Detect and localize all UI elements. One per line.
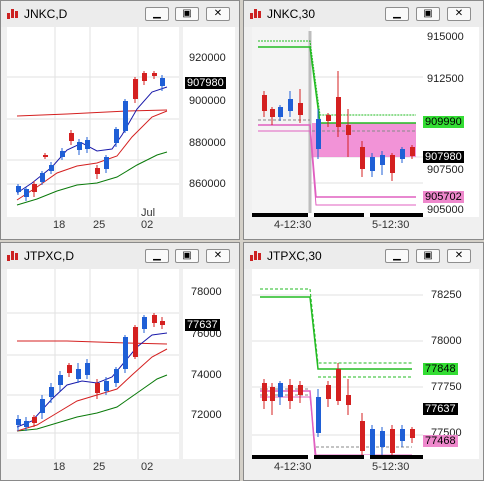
current-price-tag: 907980 (185, 77, 226, 89)
price-label: 880000 (189, 137, 226, 149)
x-axis-label: 25 (93, 461, 106, 473)
chart-app-icon (250, 9, 261, 19)
x-axis-label: 18 (53, 461, 66, 473)
price-label: 76000 (191, 328, 222, 340)
close-button[interactable]: ✕ (447, 7, 471, 21)
candles-svg (252, 288, 424, 459)
close-icon: ✕ (454, 8, 464, 19)
close-icon: ✕ (454, 250, 464, 261)
price-label: 78250 (431, 289, 462, 301)
candles-svg (7, 269, 179, 459)
price-axis: 78250 78000 77750 77500 77848 77637 7746… (423, 269, 479, 459)
price-label: 915000 (427, 31, 464, 43)
x-axis-label: 4-12:30 (274, 219, 312, 231)
minimize-button[interactable]: ▁ (385, 7, 409, 21)
restore-icon: ▣ (423, 250, 433, 261)
close-button[interactable]: ✕ (447, 249, 471, 263)
price-plot[interactable] (252, 27, 424, 217)
upper-level-tag: 77848 (423, 363, 458, 375)
x-axis-label: Jul (141, 207, 156, 219)
price-plot[interactable] (252, 269, 424, 459)
price-axis: 920000 900000 880000 860000 907980 (183, 27, 235, 217)
price-label: 72000 (191, 409, 222, 421)
minimize-icon: ▁ (393, 250, 401, 261)
price-label: 907500 (427, 164, 464, 176)
window-title: JNKC,D (24, 7, 68, 21)
price-label: 77750 (431, 381, 462, 393)
chart-app-icon (7, 9, 18, 19)
price-label: 920000 (189, 52, 226, 64)
chart-window-jtpxc-30[interactable]: JTPXC,30 ▁ ▣ ✕ (243, 242, 484, 481)
window-title: JNKC,30 (267, 7, 316, 21)
x-axis-label: 25 (93, 219, 106, 231)
chart-window-jtpxc-daily[interactable]: JTPXC,D ▁ ▣ ✕ (0, 242, 240, 481)
restore-button[interactable]: ▣ (416, 249, 440, 263)
chart-app-icon (250, 251, 261, 261)
current-price-tag: 77637 (185, 319, 220, 331)
lower-level-tag: 77468 (423, 435, 458, 447)
title-bar[interactable]: JTPXC,30 ▁ ▣ ✕ (244, 243, 483, 269)
window-title: JTPXC,D (24, 249, 75, 263)
price-plot[interactable] (7, 269, 179, 459)
price-label: 860000 (189, 178, 226, 190)
title-bar[interactable]: JNKC,30 ▁ ▣ ✕ (244, 1, 483, 27)
restore-icon: ▣ (182, 250, 192, 261)
restore-button[interactable]: ▣ (416, 7, 440, 21)
minimize-button[interactable]: ▁ (145, 7, 169, 21)
candles-svg (7, 27, 179, 217)
chart-app-icon (7, 251, 18, 261)
x-axis-label: 4-12:30 (274, 461, 312, 473)
x-axis-label: 18 (53, 219, 66, 231)
price-axis: 78000 76000 74000 72000 77637 (183, 269, 235, 459)
x-axis-label: 02 (141, 219, 154, 231)
price-axis: 915000 912500 907500 905000 909990 90798… (423, 27, 479, 217)
minimize-icon: ▁ (153, 250, 161, 261)
restore-button[interactable]: ▣ (175, 249, 199, 263)
price-label: 912500 (427, 73, 464, 85)
price-label: 74000 (191, 369, 222, 381)
window-title: JTPXC,30 (267, 249, 322, 263)
minimize-icon: ▁ (393, 8, 401, 19)
minimize-button[interactable]: ▁ (385, 249, 409, 263)
restore-icon: ▣ (182, 8, 192, 19)
restore-button[interactable]: ▣ (175, 7, 199, 21)
chart-window-jnkc-daily[interactable]: JNKC,D ▁ ▣ ✕ (0, 0, 240, 240)
price-label: 78000 (191, 286, 222, 298)
upper-level-tag: 909990 (423, 116, 464, 128)
price-label: 78000 (431, 335, 462, 347)
close-button[interactable]: ✕ (206, 7, 230, 21)
price-label: 900000 (189, 95, 226, 107)
close-button[interactable]: ✕ (206, 249, 230, 263)
x-axis-label: 02 (141, 461, 154, 473)
title-bar[interactable]: JTPXC,D ▁ ▣ ✕ (1, 243, 239, 269)
current-price-tag: 77637 (423, 403, 458, 415)
x-axis-label: 5-12:30 (372, 219, 410, 231)
minimize-button[interactable]: ▁ (145, 249, 169, 263)
title-bar[interactable]: JNKC,D ▁ ▣ ✕ (1, 1, 239, 27)
price-label: 905000 (427, 204, 464, 216)
close-icon: ✕ (213, 8, 223, 19)
close-icon: ✕ (213, 250, 223, 261)
price-plot[interactable] (7, 27, 179, 217)
lower-level-tag: 905702 (423, 191, 464, 203)
minimize-icon: ▁ (153, 8, 161, 19)
x-axis-label: 5-12:30 (372, 461, 410, 473)
chart-window-jnkc-30[interactable]: JNKC,30 ▁ ▣ ✕ (243, 0, 484, 240)
restore-icon: ▣ (423, 8, 433, 19)
candles-svg (252, 27, 424, 217)
current-price-tag: 907980 (423, 151, 464, 163)
